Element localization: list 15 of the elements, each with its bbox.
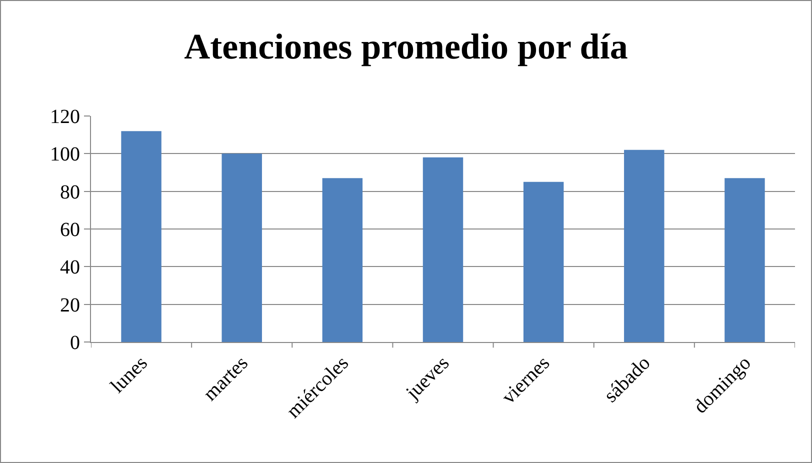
bar bbox=[724, 178, 765, 342]
y-tick-label: 20 bbox=[60, 294, 80, 316]
y-tick-label: 0 bbox=[70, 332, 80, 354]
bar bbox=[422, 157, 464, 342]
bar bbox=[624, 150, 664, 342]
chart-title: Atenciones promedio por día bbox=[184, 26, 628, 66]
y-tick-label: 40 bbox=[60, 256, 80, 279]
y-tick-label: 60 bbox=[60, 219, 80, 241]
bar bbox=[121, 131, 162, 342]
bar bbox=[523, 182, 564, 342]
y-tick-label: 80 bbox=[60, 181, 80, 204]
y-tick-label: 120 bbox=[50, 106, 80, 128]
y-tick-label: 100 bbox=[50, 144, 80, 166]
bar bbox=[322, 178, 363, 342]
bar bbox=[222, 154, 262, 342]
